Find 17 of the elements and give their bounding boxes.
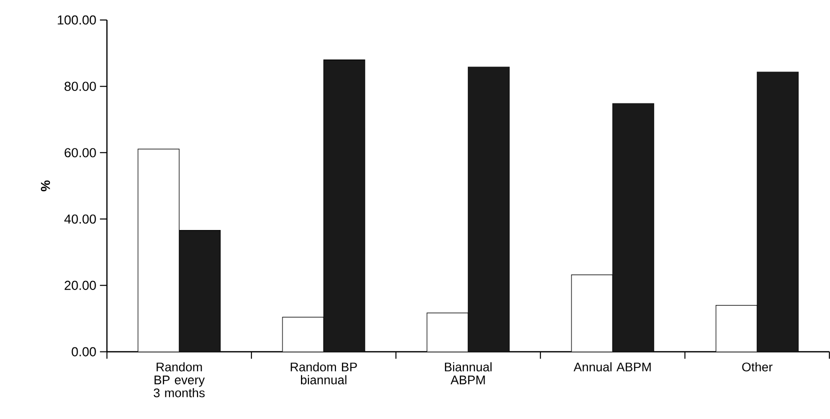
x-tick-label: Biannual ABPM [444,362,492,384]
y-tick-label: 100.00 [58,16,96,25]
x-tick-label: Random BP biannual [290,362,357,384]
bar [612,103,654,352]
y-tick-label: 0.00 [72,347,96,356]
bar [178,230,221,352]
x-tick-label: Other [742,362,772,372]
y-tick-label: 40.00 [64,214,96,224]
x-tick-label: Random BP every 3 months [154,362,205,398]
bar [756,72,799,352]
bar [468,66,510,352]
y-axis-title: % [40,180,50,192]
y-tick-label: 80.00 [64,82,96,92]
x-tick-label: Annual ABPM [574,362,651,372]
y-tick-label: 60.00 [64,148,96,158]
y-tick-label: 20.00 [64,280,96,290]
bar [323,60,366,352]
